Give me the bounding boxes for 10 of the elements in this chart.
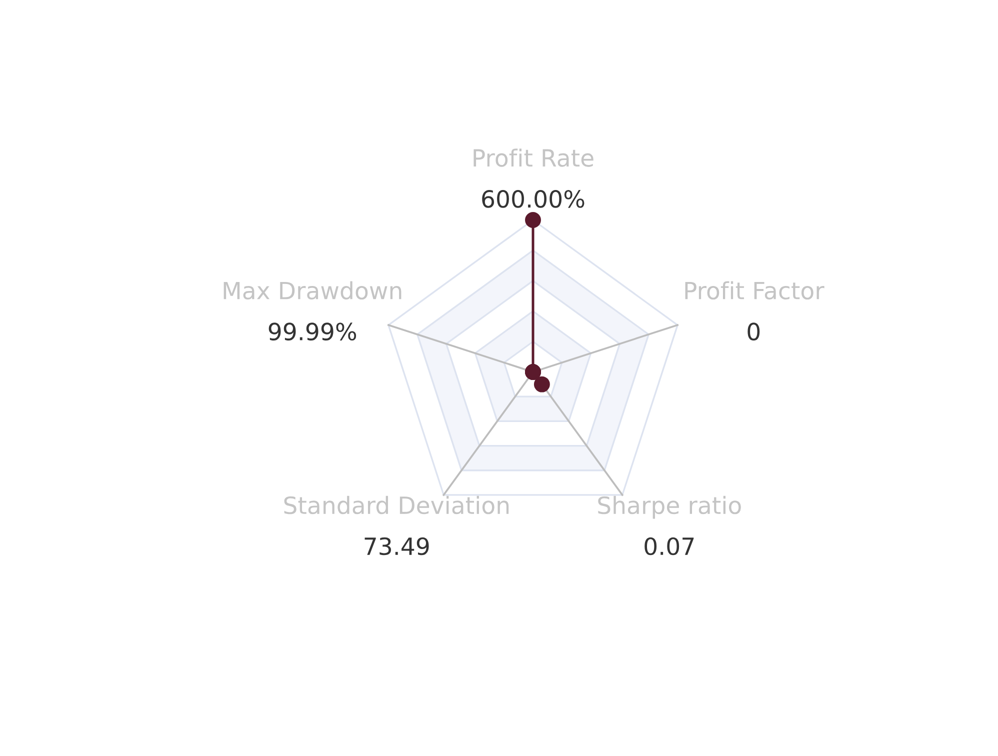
text: 0 (748, 322, 760, 341)
text: 99.99% (268, 322, 356, 341)
spoke-label: Sharpe ratio (598, 496, 741, 519)
spoke-label: Profit Rate (474, 148, 594, 167)
text: 600.00% (482, 190, 584, 208)
spoke-label: Max Drawdown (224, 281, 402, 300)
spoke-label: Standard Deviation (284, 496, 509, 514)
spoke-label: Profit Factor (685, 281, 824, 300)
text: 73.49 (364, 537, 429, 556)
text: 0.07 (644, 537, 694, 556)
